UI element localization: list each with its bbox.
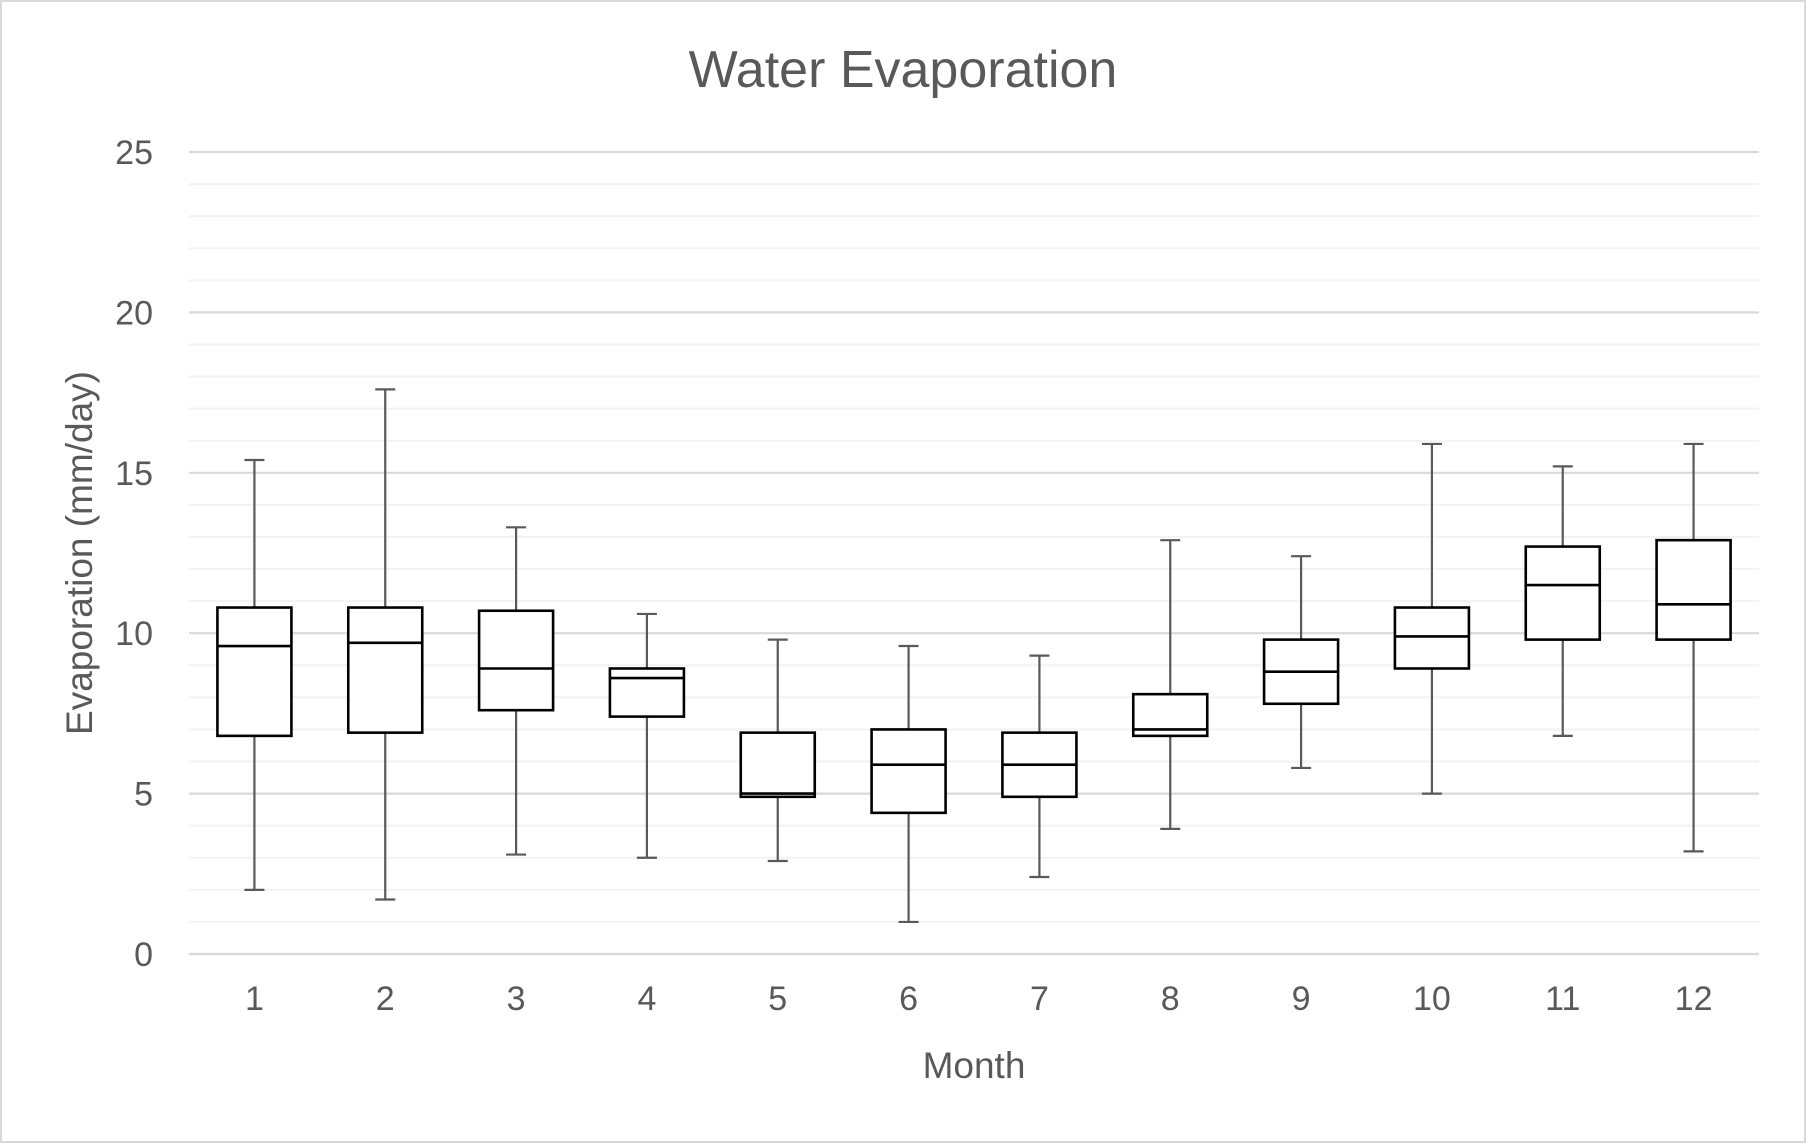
- box-month-5: [739, 638, 817, 863]
- iqr-box: [1393, 606, 1471, 670]
- gridlines: [189, 150, 1759, 956]
- box-month-3: [477, 526, 555, 856]
- box-month-8: [1131, 539, 1209, 830]
- y-tick-label: 25: [115, 134, 153, 172]
- box-series: [216, 388, 1732, 924]
- x-tick-label: 11: [1545, 980, 1580, 1018]
- y-axis-title: Evaporation (mm/day): [59, 371, 100, 735]
- x-tick-label: 2: [376, 980, 395, 1018]
- box-month-7: [1001, 654, 1078, 879]
- box-month-6: [870, 644, 947, 924]
- box-month-1: [216, 458, 293, 891]
- iqr-box: [1524, 545, 1602, 641]
- y-tick-label: 0: [134, 936, 153, 974]
- box-month-11: [1524, 465, 1602, 737]
- x-tick-label: 1: [245, 980, 264, 1018]
- iqr-box: [608, 667, 686, 718]
- iqr-box: [216, 606, 293, 738]
- y-tick-label: 5: [134, 776, 153, 814]
- iqr-box: [477, 609, 555, 712]
- x-tick-label: 5: [768, 980, 787, 1018]
- box-month-4: [608, 612, 686, 859]
- box-month-2: [346, 388, 424, 901]
- x-tick-label: 7: [1030, 980, 1049, 1018]
- iqr-box: [739, 731, 817, 799]
- x-tick-label: 6: [899, 980, 918, 1018]
- x-tick-label: 3: [507, 980, 526, 1018]
- x-tick-label: 12: [1675, 980, 1713, 1018]
- chart-title: Water Evaporation: [689, 41, 1118, 99]
- y-tick-label: 20: [115, 294, 153, 332]
- y-axis-tick-labels: 0 5 10 15 20 25: [115, 134, 153, 974]
- y-tick-label: 10: [115, 615, 153, 653]
- box-month-10: [1393, 442, 1471, 795]
- iqr-box: [870, 728, 947, 815]
- x-tick-label: 4: [637, 980, 656, 1018]
- x-tick-label: 8: [1161, 980, 1180, 1018]
- iqr-box: [346, 606, 424, 734]
- x-tick-label: 9: [1292, 980, 1311, 1018]
- x-axis-title: Month: [923, 1045, 1026, 1086]
- iqr-box: [1655, 538, 1732, 641]
- box-month-9: [1262, 555, 1340, 770]
- box-month-12: [1655, 442, 1732, 853]
- y-tick-label: 15: [115, 455, 153, 493]
- x-axis-tick-labels: 1 2 3 4 5 6 7 8 9 10 11 12: [245, 980, 1713, 1018]
- x-tick-label: 10: [1413, 980, 1451, 1018]
